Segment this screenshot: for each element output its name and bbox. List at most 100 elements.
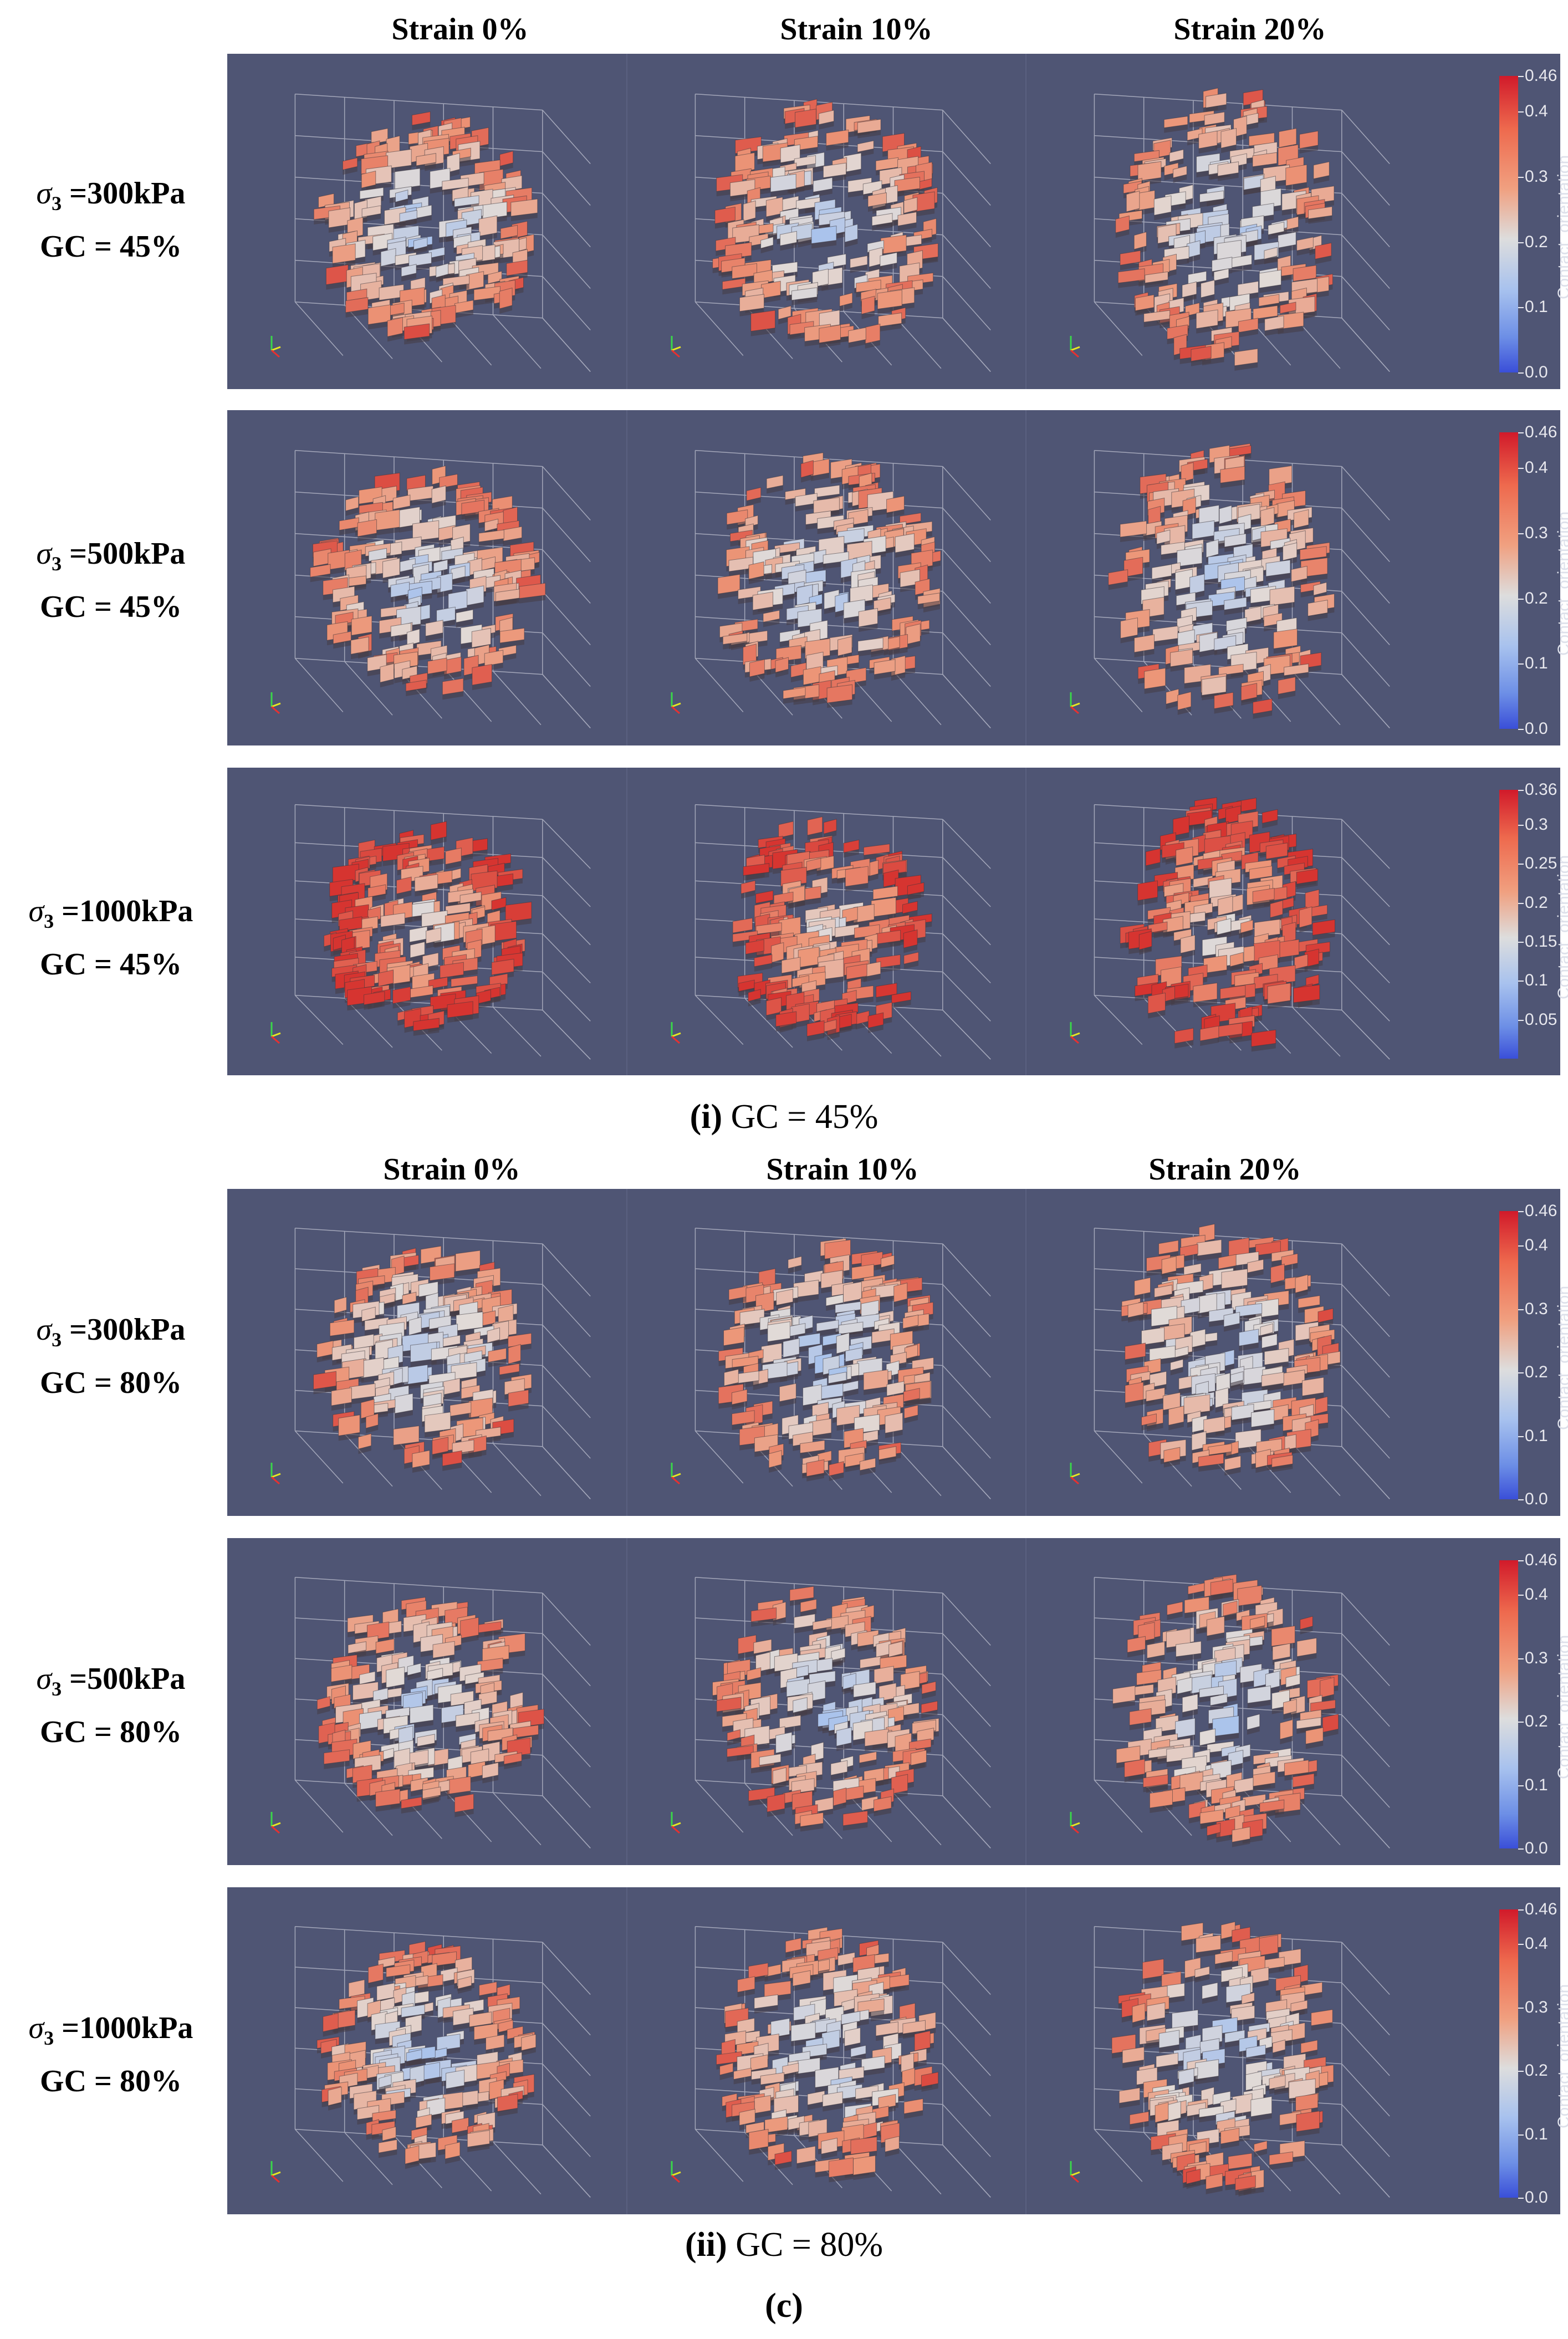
colorbar-tick: 0.1 (1518, 1775, 1548, 1794)
colorbar-tick: 0.1 (1518, 654, 1548, 673)
render-panel: 0.46 0.4 0.3 0.2 0.1 0.0 Contact_orientation (227, 1887, 1568, 2214)
colorbar: 0.46 0.4 0.3 0.2 0.1 0.0 Contact_orientation (1416, 410, 1568, 745)
colorbar-tick: 0.46 (1518, 1551, 1557, 1569)
colorbar-title: Contact_orientation (1555, 1635, 1568, 1779)
axes-orientation-icon (1070, 2161, 1080, 2183)
pressure-value: =300kPa (62, 176, 186, 211)
particle-render (671, 1926, 991, 2198)
row-label: σ3 =500kPa GC = 80% (0, 1657, 222, 1754)
render-panel: 0.46 0.4 0.3 0.2 0.1 0.0 Contact_orientation (227, 54, 1568, 389)
colorbar-tick: 0.46 (1518, 1900, 1557, 1918)
colorbar-tick: 0.1 (1518, 2124, 1548, 2143)
column-header-strain-0-b: Strain 0% (383, 1152, 520, 1187)
render-view-strain-20 (1025, 410, 1426, 745)
caption-ii: (ii) GC = 80% (0, 2223, 1568, 2267)
row-label: σ3 =300kPa GC = 45% (0, 172, 222, 268)
render-panel: 0.46 0.4 0.3 0.2 0.1 0.0 Contact_orientation (227, 410, 1568, 745)
colorbar-tick: 0.3 (1518, 1998, 1548, 2016)
confining-pressure-label: σ3 =300kPa (0, 1308, 222, 1361)
particle-contact-cluster (1121, 1223, 1341, 1476)
pressure-value: =1000kPa (54, 2011, 193, 2045)
particle-contact-cluster (712, 99, 938, 349)
sigma-subscript: 3 (52, 553, 62, 575)
colorbar-title: Contact_orientation (1555, 1984, 1568, 2128)
colorbar: 0.46 0.4 0.3 0.2 0.1 0.0 Contact_orientation (1416, 1538, 1568, 1865)
particle-render (671, 450, 991, 729)
render-view-strain-20 (1025, 1538, 1426, 1865)
axes-orientation-icon (671, 692, 681, 714)
render-view-strain-0 (227, 1887, 626, 2214)
colorbar: 0.46 0.4 0.3 0.2 0.1 0.0 Contact_orientation (1416, 1189, 1568, 1516)
render-view-strain-10 (626, 1189, 1026, 1516)
particle-render (270, 804, 591, 1060)
particle-contact-cluster (718, 1238, 934, 1482)
render-view-strain-10 (626, 410, 1026, 745)
colorbar-tick: 0.46 (1518, 423, 1557, 441)
column-header-strain-20: Strain 20% (1173, 12, 1326, 47)
render-view-strain-0 (227, 54, 626, 389)
colorbar-tick: 0.3 (1518, 1648, 1548, 1667)
row-label: σ3 =500kPa GC = 45% (0, 532, 222, 629)
render-view-strain-20 (1025, 768, 1426, 1075)
particle-render (270, 1228, 591, 1499)
gc-label: GC = 80% (40, 2064, 182, 2099)
figure-label: (c) (765, 2287, 803, 2325)
axes-orientation-icon (671, 2161, 681, 2183)
colorbar-tick: 0.2 (1518, 1363, 1548, 1382)
colorbar-tick: 0.3 (1518, 167, 1548, 186)
render-view-strain-0 (227, 410, 626, 745)
colorbar: 0.46 0.4 0.3 0.2 0.1 0.0 Contact_orientation (1416, 1887, 1568, 2214)
colorbar-tick: 0.36 (1518, 780, 1557, 799)
confining-pressure-label: σ3 =1000kPa (0, 890, 222, 943)
colorbar-tick: 0.1 (1518, 1426, 1548, 1445)
sigma-subscript: 3 (52, 192, 62, 215)
colorbar-tick: 0.0 (1518, 1490, 1548, 1508)
colorbar-tick: 0.3 (1518, 523, 1548, 542)
colorbar-tick: 0.4 (1518, 1236, 1548, 1255)
axes-orientation-icon (1070, 1812, 1080, 1834)
colorbar-title: Contact_orientation (1555, 1285, 1568, 1430)
confining-pressure-label: σ3 =300kPa (0, 172, 222, 225)
particle-contact-cluster (717, 452, 941, 708)
sigma-symbol: σ (36, 537, 52, 571)
colorbar-tick: 0.1 (1518, 971, 1548, 990)
colorbar-tick: 0.05 (1518, 1010, 1557, 1029)
colorbar-tick: 0.2 (1518, 893, 1548, 912)
column-header-strain-0: Strain 0% (391, 12, 529, 47)
sigma-subscript: 3 (44, 2027, 54, 2050)
render-view-strain-10 (626, 1887, 1026, 2214)
colorbar-tick: 0.4 (1518, 458, 1548, 477)
row-label: σ3 =300kPa GC = 80% (0, 1308, 222, 1405)
caption-i-label: (i) (689, 1098, 723, 1136)
colorbar-gradient (1499, 790, 1518, 1059)
pressure-value: =500kPa (62, 537, 186, 571)
render-view-strain-20 (1025, 1887, 1426, 2214)
particle-render (1070, 797, 1390, 1060)
particle-contact-cluster (1111, 1921, 1334, 2197)
colorbar-title: Contact_orientation (1555, 155, 1568, 299)
particle-contact-cluster (316, 1597, 544, 1817)
colorbar-gradient (1499, 1560, 1518, 1848)
particle-render (270, 1577, 591, 1848)
render-view-strain-10 (626, 768, 1026, 1075)
colorbar-tick: 0.0 (1518, 363, 1548, 381)
colorbar-gradient (1499, 1211, 1518, 1499)
colorbar-tick: 0.2 (1518, 1712, 1548, 1731)
axes-orientation-icon (270, 336, 281, 358)
render-view-strain-10 (626, 1538, 1026, 1865)
colorbar: 0.36 0.3 0.25 0.2 0.15 0.1 0.05 Contact_orienta… (1416, 768, 1568, 1075)
particle-contact-cluster (313, 111, 538, 345)
sigma-symbol: σ (36, 176, 52, 211)
render-view-strain-0 (227, 1538, 626, 1865)
gc-label: GC = 45% (40, 590, 182, 625)
particle-render (671, 93, 991, 372)
colorbar-tick: 0.4 (1518, 1934, 1548, 1953)
colorbar-tick: 0.0 (1518, 719, 1548, 738)
column-header-strain-10-b: Strain 10% (766, 1152, 919, 1187)
colorbar-gradient (1499, 1909, 1518, 2198)
gc-label: GC = 80% (40, 1366, 182, 1401)
axes-orientation-icon (671, 1463, 681, 1485)
axes-orientation-icon (270, 1812, 281, 1834)
caption-ii-text: GC = 80% (727, 2226, 883, 2264)
pressure-value: =300kPa (62, 1313, 186, 1347)
